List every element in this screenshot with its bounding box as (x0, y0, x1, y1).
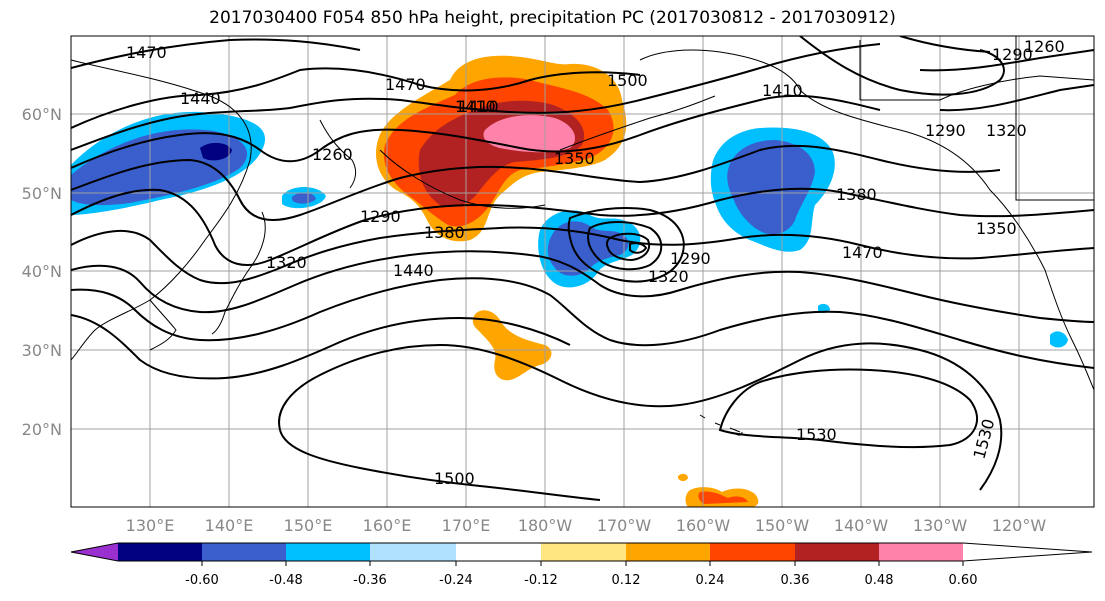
contour-label: 1320 (266, 253, 307, 272)
precip-positive-central (376, 55, 627, 242)
contour-label: 1470 (842, 243, 883, 262)
contour-label: 1500 (434, 469, 475, 488)
contour-label: 1260 (312, 145, 353, 164)
contour-label: 1290 (992, 45, 1033, 64)
graticule (71, 36, 1094, 507)
contour-label: 1290 (925, 121, 966, 140)
colorbar-tick-label: -0.36 (353, 573, 387, 588)
contour-label: 1470 (385, 75, 426, 94)
lon-label: 170°W (597, 516, 652, 535)
lon-label: 150°W (755, 516, 810, 535)
contour-label: 1350 (976, 219, 1017, 238)
map-title: 2017030400 F054 850 hPa height, precipit… (209, 8, 896, 28)
lon-label: 160°W (676, 516, 731, 535)
contour-label: 1530 (796, 425, 837, 444)
contour-label: 1470 (126, 43, 167, 62)
precip-positive-south (472, 303, 1068, 507)
contour-label: 1440 (393, 261, 434, 280)
colorbar-segment (202, 543, 286, 561)
colorbar-segment (370, 543, 456, 561)
colorbar-tick-label: 0.12 (612, 573, 641, 588)
lon-label: 170°E (442, 516, 491, 535)
colorbar-tick-label: -0.48 (269, 573, 303, 588)
lon-label: 160°E (363, 516, 412, 535)
height-contours (71, 36, 1094, 501)
contour-label: 1350 (554, 149, 595, 168)
contour-label: 1410 (455, 97, 496, 116)
longitude-labels: 130°E 140°E 150°E 160°E 170°E 180°W 170°… (126, 516, 1047, 535)
contour-label: 1290 (670, 249, 711, 268)
colorbar-segment (795, 543, 879, 561)
lat-label: 40°N (22, 262, 62, 281)
lon-label: 120°W (992, 516, 1047, 535)
colorbar-tick-label: 0.24 (696, 573, 725, 588)
lon-label: 130°E (126, 516, 175, 535)
colorbar-tick-label: 0.36 (781, 573, 810, 588)
contour-label: 1320 (648, 267, 689, 286)
lon-label: 180°W (518, 516, 573, 535)
contour-label: 1410 (458, 97, 499, 116)
contour-label: 1320 (986, 121, 1027, 140)
colorbar-segment (879, 543, 963, 561)
contour-label: 1260 (1024, 37, 1065, 56)
colorbar-tick-label: -0.24 (439, 573, 473, 588)
colorbar-tick-label: -0.60 (185, 573, 219, 588)
map-plot-area: 1470 1440 1470 1410 1500 1410 1260 1290 … (71, 36, 1094, 507)
contour-label: 1290 (360, 207, 401, 226)
colorbar-segment (626, 543, 710, 561)
contour-label: 1500 (607, 71, 648, 90)
lon-label: 140°E (205, 516, 254, 535)
colorbar-segment (541, 543, 626, 561)
contour-label: 1410 (762, 81, 803, 100)
colorbar-tick-label: 0.48 (865, 573, 894, 588)
colorbar-tick-label: -0.12 (524, 573, 558, 588)
precip-negative-west (71, 111, 326, 215)
lat-label: 60°N (22, 105, 62, 124)
colorbar-segment (456, 543, 541, 561)
lon-label: 150°E (284, 516, 333, 535)
contour-label: 1380 (424, 223, 465, 242)
colorbar-segment (118, 543, 202, 561)
lon-label: 140°W (834, 516, 889, 535)
latitude-labels: 60°N 50°N 40°N 30°N 20°N (22, 105, 62, 439)
contour-label: 1440 (180, 89, 221, 108)
colorbar: -0.60 -0.48 -0.36 -0.24 -0.12 0.12 0.24 … (70, 542, 1093, 588)
colorbar-segment (286, 543, 370, 561)
lon-label: 130°W (913, 516, 968, 535)
colorbar-segment (71, 543, 118, 561)
map-frame (70, 35, 1095, 508)
colorbar-segment (963, 543, 1092, 561)
colorbar-tick-label: 0.60 (949, 573, 978, 588)
lat-label: 30°N (22, 341, 62, 360)
lat-label: 20°N (22, 420, 62, 439)
colorbar-segment (710, 543, 795, 561)
contour-label: 1380 (836, 185, 877, 204)
lat-label: 50°N (22, 184, 62, 203)
